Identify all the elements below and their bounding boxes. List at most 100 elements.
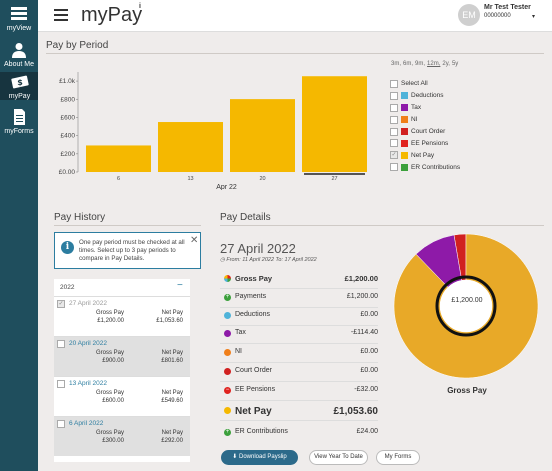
my-forms-button[interactable]: My Forms (376, 450, 420, 465)
legend-checkbox[interactable] (390, 139, 398, 148)
nav-myview[interactable]: myView (0, 0, 38, 44)
y-tick-label: £600 (61, 114, 76, 121)
gross-pay-value: £600.00 (102, 398, 124, 404)
legend-checkbox[interactable] (390, 115, 398, 124)
pay-detail-label: Net Pay (235, 406, 272, 417)
nav-mypay[interactable]: $ myPay (0, 72, 42, 100)
legend-swatch (401, 116, 408, 124)
legend-checkbox[interactable] (390, 127, 398, 136)
donut-center-value: £1,200.00 (451, 297, 483, 304)
legend-item[interactable]: ✓ Net Pay (390, 149, 460, 161)
pay-detail-label: NI (235, 348, 242, 355)
legend-item[interactable]: ER Contributions (390, 161, 460, 173)
gross-pay-label: Gross Pay (95, 310, 124, 316)
divider (220, 288, 378, 289)
range-option-0[interactable]: 3m, (391, 61, 402, 67)
main-content: myPay i EM Mr Test Tester 00000000 ▾ Pay… (38, 0, 552, 471)
section-title-pay-by-period: Pay by Period (46, 40, 109, 51)
collapse-icon[interactable]: − (177, 280, 183, 291)
legend-checkbox[interactable]: ✓ (390, 151, 398, 160)
history-card[interactable]: 6 April 2022 Gross Pay £300.00 Net Pay £292.… (54, 416, 190, 456)
bar-6[interactable] (86, 145, 151, 172)
legend-item[interactable]: Select All (390, 78, 460, 90)
history-checkbox[interactable] (57, 340, 65, 348)
legend-item[interactable]: Deductions (390, 90, 460, 102)
grid-icon (11, 7, 27, 20)
history-date[interactable]: 20 April 2022 (69, 340, 107, 347)
pay-detail-value: -£114.40 (350, 329, 378, 336)
range-option-3[interactable]: 12m, (427, 61, 441, 67)
dot-icon (224, 407, 231, 414)
chevron-down-icon[interactable]: ▾ (532, 14, 536, 20)
legend-item[interactable]: NI (390, 114, 460, 126)
y-tick-label: £800 (61, 96, 76, 103)
history-card[interactable]: 20 April 2022 Gross Pay £900.00 Net Pay £801… (54, 336, 190, 376)
history-checkbox[interactable] (57, 420, 65, 428)
history-card[interactable]: 13 April 2022 Gross Pay £600.00 Net Pay £549… (54, 376, 190, 416)
range-option-4[interactable]: 2y, (442, 61, 450, 67)
legend-checkbox[interactable] (390, 163, 398, 172)
pay-detail-label: Court Order (235, 367, 272, 374)
x-tick-label: 6 (117, 176, 120, 182)
legend-swatch (401, 151, 408, 159)
section-title-pay-details: Pay Details (220, 212, 271, 223)
legend-label: Tax (411, 104, 422, 112)
nav-myforms[interactable]: myForms (0, 103, 38, 147)
nav-label: myForms (4, 128, 34, 135)
nav-label: myView (6, 25, 32, 32)
legend-swatch (401, 92, 408, 100)
divider (220, 381, 378, 382)
download-icon: ⬇ (232, 454, 239, 460)
bar-20[interactable] (230, 99, 295, 172)
pay-detail-row: + ER Contributions £24.00 (220, 427, 378, 441)
download-payslip-button[interactable]: ⬇ Download Payslip (221, 450, 298, 465)
legend-label: Court Order (411, 128, 446, 135)
pay-detail-row: Tax -£114.40 (220, 328, 378, 342)
legend-checkbox[interactable] (390, 79, 398, 88)
y-tick-label: £400 (61, 133, 76, 140)
pay-detail-label: ER Contributions (235, 428, 288, 435)
avatar[interactable]: EM (458, 4, 480, 26)
range-option-2[interactable]: 9m, (415, 61, 426, 67)
legend-label: EE Pensions (411, 139, 449, 147)
download-payslip-label: Download Payslip (239, 454, 287, 460)
alert-text: One pay period must be checked at all ti… (79, 239, 185, 262)
legend-checkbox[interactable] (390, 103, 398, 112)
svg-text:$: $ (17, 78, 23, 87)
history-checkbox[interactable]: ✓ (57, 300, 65, 308)
year-label: 2022 (60, 284, 75, 291)
range-option-1[interactable]: 6m, (403, 61, 414, 67)
bar-13[interactable] (158, 122, 223, 172)
legend-item[interactable]: Tax (390, 102, 460, 114)
history-card[interactable]: ✓ 27 April 2022 Gross Pay £1,200.00 Net Pay £… (54, 296, 190, 336)
legend-swatch (401, 163, 408, 171)
history-date[interactable]: 27 April 2022 (69, 300, 107, 307)
range-option-5[interactable]: 5y (451, 61, 459, 67)
net-pay-value: £801.60 (161, 358, 183, 364)
nav-label: About Me (4, 61, 34, 68)
pay-detail-value: £1,200.00 (344, 274, 378, 283)
net-pay-value: £549.60 (161, 398, 183, 404)
legend-checkbox[interactable] (390, 91, 398, 100)
history-date[interactable]: 6 April 2022 (69, 420, 104, 427)
nav-label: myPay (8, 93, 31, 100)
user-name[interactable]: Mr Test Tester (484, 4, 531, 11)
bar-27[interactable] (302, 76, 367, 172)
net-pay-label: Net Pay (161, 350, 183, 356)
legend-item[interactable]: EE Pensions (390, 137, 460, 149)
info-icon[interactable]: i (139, 3, 141, 10)
chart-legend: Select All Deductions Tax NI Court Order EE P… (390, 78, 460, 173)
pay-detail-row: NI £0.00 (220, 347, 378, 361)
nav-about-me[interactable]: About Me (0, 36, 38, 80)
legend-item[interactable]: Court Order (390, 126, 460, 138)
history-checkbox[interactable] (57, 380, 65, 388)
dot-icon (224, 349, 231, 356)
pay-by-period-chart: £0.00 £200 £400 £600 £800 £1.0k 6 13 20 27 Apr 22 (59, 72, 367, 190)
hamburger-menu-icon[interactable] (54, 9, 68, 21)
legend-label: Deductions (411, 92, 444, 100)
close-icon[interactable]: ✕ (190, 235, 199, 246)
view-year-to-date-button[interactable]: View Year To Date (309, 450, 368, 465)
x-tick-label: 13 (187, 176, 193, 182)
y-tick-label: £0.00 (59, 169, 76, 176)
history-date[interactable]: 13 April 2022 (69, 380, 107, 387)
